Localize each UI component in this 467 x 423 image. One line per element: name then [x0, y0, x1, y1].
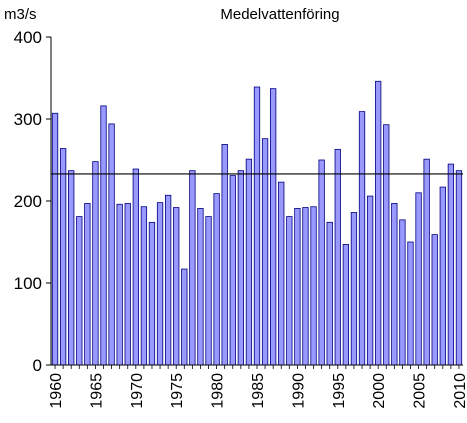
bar-1999 [366, 195, 374, 366]
bar-1991 [302, 207, 309, 366]
bar-1976 [181, 268, 188, 366]
bar-1968 [116, 203, 123, 366]
bar-2000 [375, 80, 382, 366]
bar-2007 [431, 234, 438, 366]
y-tick-label: 200 [14, 192, 42, 211]
bar-1962 [68, 170, 75, 366]
bar-1986 [261, 138, 269, 366]
bar-1974 [164, 194, 172, 366]
bar-1973 [156, 202, 164, 366]
bar-1995 [334, 148, 341, 366]
bar-1965 [92, 161, 99, 366]
bar-1977 [189, 170, 196, 366]
bar-1967 [108, 123, 115, 366]
chart-title: Medelvattenföring [220, 6, 339, 23]
x-tick-label: 1980 [210, 373, 227, 409]
bar-1994 [326, 221, 333, 366]
bar-1989 [286, 216, 293, 366]
bar-1993 [318, 159, 325, 366]
bar-1982 [229, 175, 236, 366]
bar-1987 [270, 88, 277, 366]
bar-1984 [245, 158, 253, 366]
bar-2001 [383, 124, 390, 366]
bar-1996 [342, 244, 350, 366]
y-tick-label: 100 [14, 274, 42, 293]
bar-1990 [294, 207, 301, 366]
bar-2009 [447, 163, 455, 366]
bar-1981 [221, 144, 228, 366]
y-axis-label: m3/s [4, 6, 37, 23]
bar-1966 [100, 105, 107, 366]
bar-1980 [213, 193, 220, 366]
bar-1998 [358, 111, 366, 366]
bar-1964 [84, 203, 91, 366]
bar-1969 [124, 203, 131, 366]
x-tick-label: 1990 [290, 373, 307, 409]
bar-1979 [205, 216, 212, 366]
bar-2003 [399, 219, 406, 366]
bar-2006 [423, 158, 430, 366]
x-tick-label: 1985 [250, 373, 267, 409]
bar-1972 [148, 221, 156, 366]
y-axis-ticks: 0 100 200 300 400 [14, 28, 51, 375]
bar-2002 [391, 203, 398, 366]
x-tick-label: 2010 [452, 373, 467, 409]
bar-2005 [415, 192, 422, 366]
y-tick-label: 0 [33, 356, 42, 375]
bar-2008 [439, 186, 446, 366]
x-tick-label: 1960 [48, 373, 65, 409]
bar-1988 [278, 181, 285, 366]
bar-1963 [76, 216, 83, 366]
bar-1985 [253, 86, 261, 366]
x-tick-label: 2005 [412, 373, 429, 409]
x-axis-ticks: 1960 1965 1970 1975 1980 1985 1990 1995 2000 2005… [48, 365, 467, 409]
bar-2004 [407, 241, 414, 366]
x-tick-label: 1970 [129, 373, 146, 409]
y-tick-label: 400 [14, 28, 42, 47]
x-tick-label: 2000 [371, 373, 388, 409]
bar-1978 [197, 207, 204, 366]
bar-1971 [140, 206, 148, 366]
x-tick-label: 1965 [88, 373, 105, 409]
bar-1975 [173, 207, 180, 366]
x-tick-label: 1975 [169, 373, 186, 409]
bar-1960 [51, 112, 59, 366]
bar-1983 [237, 170, 244, 366]
bar-1992 [310, 206, 317, 366]
bar-1997 [350, 212, 358, 366]
x-tick-label: 1995 [331, 373, 348, 409]
y-tick-label: 300 [14, 110, 42, 129]
bar-1970 [132, 168, 139, 366]
bar-1961 [59, 148, 67, 366]
bar-2010 [455, 170, 463, 366]
bars-group [51, 80, 463, 366]
